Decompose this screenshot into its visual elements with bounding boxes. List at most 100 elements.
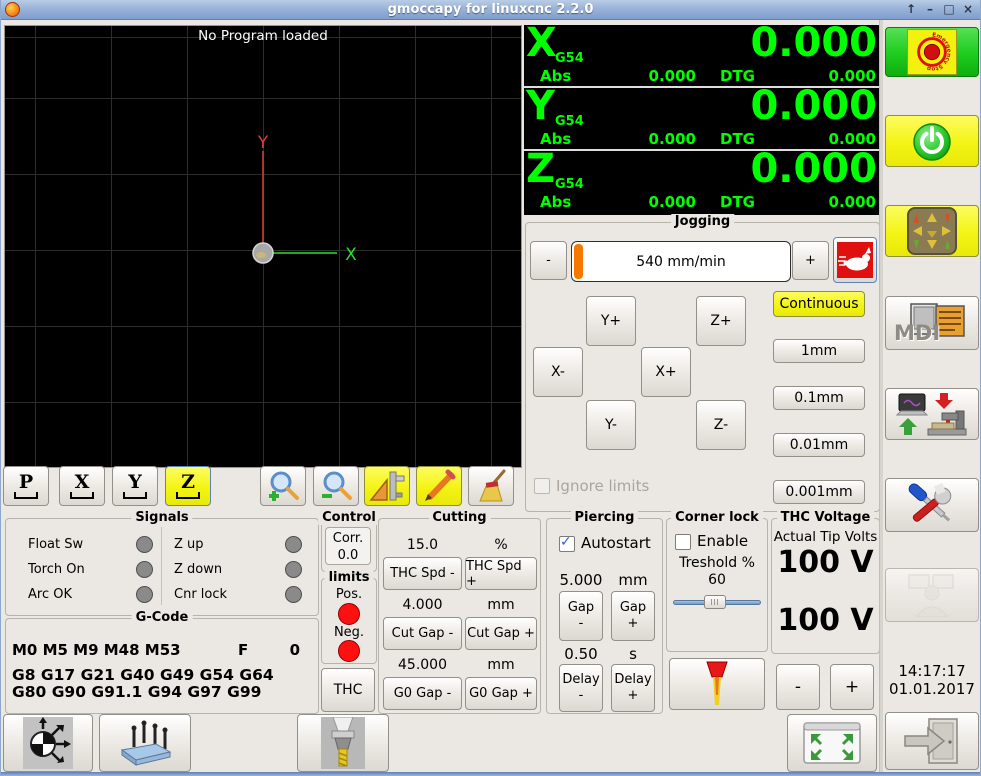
jog-z-plus-button[interactable]: Z+ — [696, 296, 746, 346]
gcode-preview-area[interactable]: No Program loaded Y X — [4, 25, 522, 468]
jog-mode-continuous-button[interactable]: Continuous — [773, 291, 865, 317]
y-view-letter: Y — [128, 471, 142, 493]
dro-axis-z[interactable]: Z G54 0.000 Abs 0.000 DTG 0.000 — [524, 149, 880, 214]
axis-position: 0.000 — [750, 83, 877, 129]
touch-plate-button[interactable] — [99, 714, 191, 772]
signal-label-z-down: Z down — [174, 562, 223, 577]
jog-increment-0p001mm-button[interactable]: 0.001mm — [773, 480, 865, 504]
g0-gap-minus-button[interactable]: G0 Gap - — [383, 677, 462, 710]
threshold-slider-handle[interactable] — [703, 595, 726, 609]
cut-gap-unit: mm — [487, 597, 515, 613]
jog-increment-0p1mm-button[interactable]: 0.1mm — [773, 386, 865, 410]
cut-gap-minus-button[interactable]: Cut Gap - — [383, 617, 462, 650]
gcode-frame: G-Code M0 M5 M9 M48 M53 F 0 G8 G17 G21 G… — [5, 610, 319, 714]
emergency-stop-button[interactable]: Emergency Stop — [885, 27, 979, 77]
thc-voltage-increase-button[interactable]: + — [830, 664, 874, 710]
view-x-button[interactable]: X — [59, 466, 105, 506]
mdi-mode-button[interactable]: MDI — [885, 296, 979, 350]
jog-speed-value: 540 mm/min — [636, 253, 726, 270]
ignore-limits-checkbox[interactable] — [534, 478, 550, 494]
jog-speed-slider-fill — [574, 244, 583, 279]
view-z-button[interactable]: Z — [165, 466, 211, 506]
touch-off-button[interactable] — [3, 714, 93, 772]
exit-button[interactable] — [885, 712, 979, 770]
correction-display[interactable]: Corr. 0.0 — [325, 527, 371, 565]
arc-ok-led — [136, 586, 153, 603]
cutting-frame: Cutting 15.0 % THC Spd - THC Spd + 4.000… — [378, 510, 541, 714]
jog-y-plus-button[interactable]: Y+ — [586, 296, 636, 346]
pierce-gap-plus-button[interactable]: Gap + — [611, 591, 655, 641]
caliper-icon — [369, 471, 405, 501]
threshold-slider[interactable] — [673, 595, 761, 609]
pierce-delay-value: 0.50 — [564, 645, 598, 663]
jog-speed-increase-button[interactable]: + — [792, 241, 829, 280]
pierce-delay-plus-button[interactable]: Delay + — [611, 664, 655, 712]
settings-button[interactable] — [885, 478, 979, 532]
tool-change-button[interactable] — [297, 714, 389, 772]
jog-z-minus-button[interactable]: Z- — [696, 400, 746, 450]
float-sw-led — [136, 536, 153, 553]
target-volts-value: 100 V — [777, 545, 874, 580]
correction-value: 0.0 — [337, 548, 359, 563]
g0-gap-value: 45.000 — [398, 657, 447, 673]
pierce-gap-minus-button[interactable]: Gap - — [559, 591, 603, 641]
view-perspective-button[interactable]: P — [3, 466, 49, 506]
jog-increment-0p01mm-button[interactable]: 0.01mm — [773, 433, 865, 457]
draw-path-button[interactable] — [416, 466, 462, 506]
g0-gap-plus-button[interactable]: G0 Gap + — [465, 677, 537, 710]
cut-gap-plus-button[interactable]: Cut Gap + — [465, 617, 537, 650]
jog-speed-decrease-button[interactable]: - — [530, 241, 567, 280]
corner-lock-title: Corner lock — [671, 510, 763, 525]
rapid-jog-button[interactable] — [833, 237, 877, 283]
jog-x-minus-button[interactable]: X- — [533, 347, 583, 397]
jog-y-minus-button[interactable]: Y- — [586, 400, 636, 450]
cnr-lock-led — [285, 586, 302, 603]
pierce-delay-plus-sign: + — [627, 688, 639, 703]
clear-preview-button[interactable] — [468, 466, 514, 506]
pierce-gap-plus-sign: + — [627, 616, 639, 631]
pierce-gap-minus-word: Gap — [567, 600, 595, 615]
manual-jog-mode-button[interactable] — [885, 205, 979, 257]
auto-mode-button[interactable] — [885, 388, 979, 440]
close-icon[interactable]: × — [962, 2, 974, 16]
window-title: gmoccapy for linuxcnc 2.2.0 — [387, 2, 594, 17]
dtg-value: 0.000 — [828, 67, 876, 85]
show-dimensions-button[interactable] — [364, 466, 410, 506]
exit-door-icon — [904, 718, 958, 764]
jog-increment-1mm-button[interactable]: 1mm — [773, 339, 865, 363]
jog-x-plus-button[interactable]: X+ — [641, 347, 691, 397]
view-y-button[interactable]: Y — [112, 466, 158, 506]
pierce-delay-minus-button[interactable]: Delay - — [559, 664, 603, 712]
thc-speed-minus-button[interactable]: THC Spd - — [383, 557, 462, 590]
thc-speed-plus-button[interactable]: THC Spd + — [465, 557, 537, 590]
thc-enable-button[interactable]: THC — [321, 668, 375, 712]
mdi-keypad-icon — [910, 303, 965, 337]
user-icon — [908, 574, 954, 617]
minimize-icon[interactable]: – — [927, 2, 933, 16]
rabbit-icon — [837, 242, 873, 278]
jog-speed-slider[interactable]: 540 mm/min — [571, 241, 791, 282]
clock-time: 14:17:17 — [898, 662, 966, 680]
pierce-delay-minus-word: Delay — [562, 672, 600, 687]
dimension-mark-icon — [176, 492, 200, 499]
thc-voltage-decrease-button[interactable]: - — [776, 664, 820, 710]
title-bar: gmoccapy for linuxcnc 2.2.0 ↑ – □ × — [1, 0, 980, 20]
torch-test-button[interactable] — [669, 658, 765, 710]
fullscreen-button[interactable] — [787, 714, 877, 772]
active-g-codes: G8 G17 G21 G40 G49 G54 G64 G80 G90 G91.1… — [12, 666, 274, 701]
zoom-out-button[interactable] — [313, 466, 359, 506]
dtg-label: DTG — [720, 67, 755, 85]
dro-axis-x[interactable]: X G54 0.000 Abs 0.000 DTG 0.000 — [524, 23, 880, 88]
jogging-title: Jogging — [670, 214, 735, 229]
piercing-frame: Piercing Autostart 5.000 mm Gap - Gap + … — [546, 510, 663, 714]
axis-letter: Y — [526, 83, 555, 129]
corner-lock-enable-checkbox[interactable] — [675, 534, 691, 550]
limits-frame: limits Pos. Neg. — [321, 570, 377, 664]
autostart-checkbox[interactable] — [559, 534, 575, 552]
dro-axis-y[interactable]: Y G54 0.000 Abs 0.000 DTG 0.000 — [524, 83, 880, 151]
maximize-icon[interactable]: □ — [943, 2, 955, 16]
shade-window-icon[interactable]: ↑ — [905, 2, 917, 16]
zoom-in-button[interactable] — [260, 466, 306, 506]
machine-on-button[interactable] — [885, 115, 979, 167]
